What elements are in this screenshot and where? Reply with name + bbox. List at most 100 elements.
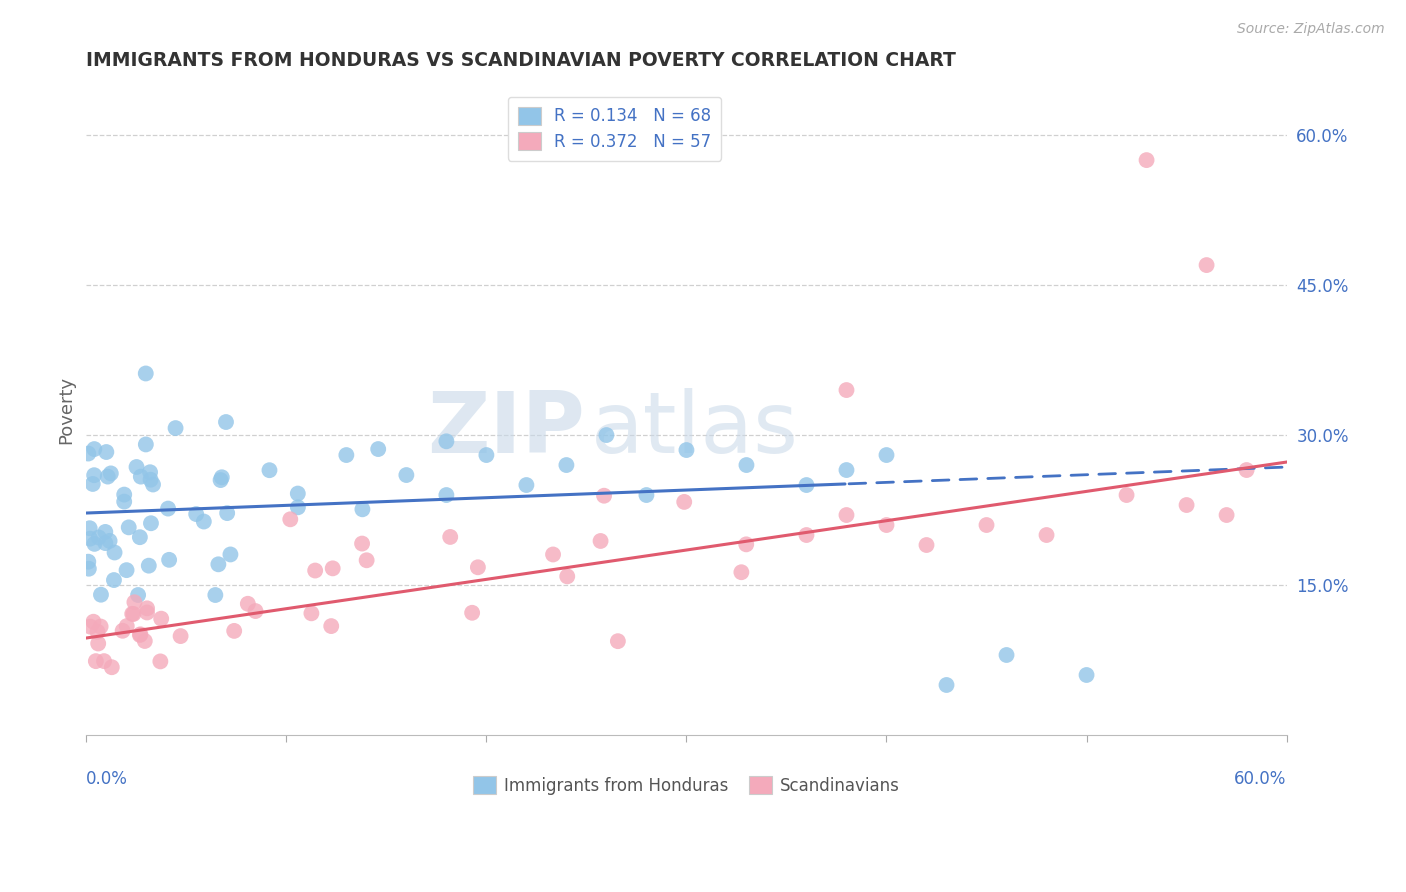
- Point: [1195, 258, 1218, 272]
- Point: [287, 486, 309, 500]
- Point: [84, 654, 107, 668]
- Point: [103, 573, 125, 587]
- Point: [475, 448, 498, 462]
- Point: [467, 560, 489, 574]
- Point: [796, 478, 818, 492]
- Point: [735, 458, 758, 472]
- Point: [129, 627, 152, 641]
- Point: [135, 437, 157, 451]
- Point: [555, 458, 578, 472]
- Point: [215, 415, 238, 429]
- Point: [434, 434, 457, 449]
- Point: [636, 488, 658, 502]
- Point: [915, 538, 938, 552]
- Point: [138, 558, 160, 573]
- Point: [135, 367, 157, 381]
- Point: [259, 463, 281, 477]
- Point: [395, 468, 418, 483]
- Point: [186, 507, 208, 521]
- Point: [1175, 498, 1198, 512]
- Point: [149, 654, 172, 668]
- Point: [935, 678, 957, 692]
- Point: [82, 615, 104, 629]
- Point: [87, 531, 110, 545]
- Point: [83, 442, 105, 456]
- Point: [79, 532, 101, 546]
- Point: [86, 624, 108, 639]
- Point: [515, 478, 537, 492]
- Point: [169, 629, 191, 643]
- Point: [112, 494, 135, 508]
- Point: [219, 548, 242, 562]
- Point: [165, 421, 187, 435]
- Point: [128, 628, 150, 642]
- Point: [217, 506, 239, 520]
- Point: [94, 524, 117, 539]
- Point: [439, 530, 461, 544]
- Point: [976, 518, 998, 533]
- Point: [127, 588, 149, 602]
- Point: [735, 537, 758, 551]
- Point: [278, 512, 301, 526]
- Point: [245, 604, 267, 618]
- Point: [79, 521, 101, 535]
- Text: 60.0%: 60.0%: [1234, 770, 1286, 788]
- Point: [157, 553, 180, 567]
- Point: [211, 470, 233, 484]
- Point: [461, 606, 484, 620]
- Point: [593, 489, 616, 503]
- Point: [101, 660, 124, 674]
- Point: [835, 463, 858, 477]
- Point: [124, 595, 146, 609]
- Point: [1236, 463, 1258, 477]
- Point: [83, 537, 105, 551]
- Point: [356, 553, 378, 567]
- Point: [224, 624, 246, 638]
- Point: [125, 460, 148, 475]
- Point: [128, 530, 150, 544]
- Point: [835, 383, 858, 397]
- Text: Source: ZipAtlas.com: Source: ZipAtlas.com: [1237, 22, 1385, 37]
- Text: atlas: atlas: [591, 388, 799, 471]
- Point: [87, 636, 110, 650]
- Point: [835, 508, 858, 522]
- Point: [876, 448, 898, 462]
- Point: [79, 620, 101, 634]
- Point: [995, 648, 1018, 662]
- Point: [876, 518, 898, 533]
- Point: [157, 501, 180, 516]
- Point: [90, 619, 112, 633]
- Point: [541, 548, 564, 562]
- Legend: Immigrants from Honduras, Scandinavians: Immigrants from Honduras, Scandinavians: [465, 770, 907, 801]
- Point: [97, 469, 120, 483]
- Point: [589, 533, 612, 548]
- Point: [77, 446, 100, 460]
- Point: [83, 468, 105, 483]
- Point: [287, 500, 309, 515]
- Point: [204, 588, 226, 602]
- Point: [322, 561, 344, 575]
- Point: [236, 597, 259, 611]
- Point: [207, 558, 229, 572]
- Point: [150, 612, 173, 626]
- Point: [1035, 528, 1057, 542]
- Point: [136, 606, 159, 620]
- Point: [115, 563, 138, 577]
- Point: [96, 445, 118, 459]
- Text: IMMIGRANTS FROM HONDURAS VS SCANDINAVIAN POVERTY CORRELATION CHART: IMMIGRANTS FROM HONDURAS VS SCANDINAVIAN…: [86, 51, 956, 70]
- Point: [129, 469, 152, 483]
- Point: [77, 555, 100, 569]
- Point: [1076, 668, 1098, 682]
- Point: [209, 473, 232, 487]
- Point: [1115, 488, 1137, 502]
- Point: [111, 624, 134, 638]
- Point: [112, 487, 135, 501]
- Point: [93, 654, 115, 668]
- Point: [142, 477, 165, 491]
- Point: [98, 533, 121, 548]
- Text: ZIP: ZIP: [426, 388, 585, 471]
- Point: [121, 607, 143, 621]
- Point: [595, 428, 617, 442]
- Point: [115, 619, 138, 633]
- Point: [1215, 508, 1237, 522]
